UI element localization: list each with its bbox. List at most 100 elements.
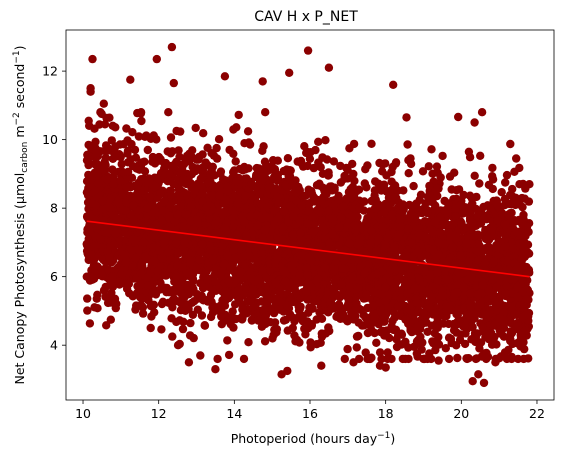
data-point <box>307 187 316 196</box>
data-point <box>500 194 510 204</box>
data-point <box>502 354 512 364</box>
data-point <box>403 224 413 234</box>
data-point <box>206 312 216 322</box>
data-point <box>375 348 385 357</box>
data-point <box>260 337 270 346</box>
data-point <box>175 285 184 294</box>
data-point <box>192 290 202 299</box>
data-point <box>331 275 340 284</box>
data-point <box>176 127 185 136</box>
data-point <box>439 319 448 328</box>
data-point <box>115 140 125 149</box>
data-point <box>297 201 306 210</box>
data-point <box>122 124 131 133</box>
data-point <box>154 152 164 162</box>
data-point <box>85 319 95 328</box>
data-point <box>239 354 249 364</box>
data-point <box>214 135 224 144</box>
data-point <box>160 159 169 168</box>
data-point <box>337 279 346 289</box>
data-point <box>361 348 370 357</box>
data-point <box>315 179 324 188</box>
data-point <box>434 332 443 342</box>
data-point <box>199 129 208 138</box>
data-point <box>449 326 459 335</box>
data-point <box>441 344 450 353</box>
data-point <box>475 344 484 353</box>
data-point <box>488 163 497 173</box>
data-point <box>378 160 387 169</box>
data-point <box>470 171 479 180</box>
data-point <box>283 154 293 163</box>
data-point <box>447 338 456 348</box>
data-point <box>275 288 285 297</box>
data-point <box>352 343 361 352</box>
data-point <box>362 218 371 227</box>
data-point <box>201 158 210 167</box>
data-point <box>454 185 464 194</box>
data-points <box>82 108 534 364</box>
data-point <box>247 204 256 213</box>
data-point <box>213 354 222 364</box>
data-point <box>122 182 131 191</box>
data-point <box>464 354 473 363</box>
data-point <box>372 246 381 256</box>
data-point <box>304 200 314 209</box>
data-point <box>220 301 230 310</box>
data-point <box>465 153 475 162</box>
data-point <box>281 315 291 324</box>
data-point <box>378 326 388 336</box>
data-point <box>502 170 512 180</box>
data-point <box>451 211 460 220</box>
data-point <box>138 309 148 318</box>
data-point <box>254 220 263 230</box>
data-point <box>329 157 339 166</box>
data-point <box>305 154 315 163</box>
data-point <box>208 162 217 171</box>
data-point <box>477 352 486 361</box>
data-point <box>223 336 232 345</box>
data-point <box>314 137 323 146</box>
data-point <box>506 335 515 344</box>
data-point <box>150 159 160 168</box>
data-point <box>387 167 396 177</box>
data-point <box>383 348 392 357</box>
data-point <box>234 110 243 120</box>
data-point <box>345 144 354 153</box>
data-point <box>146 323 155 333</box>
data-point <box>286 166 295 175</box>
data-point <box>195 255 204 264</box>
data-point <box>83 306 92 315</box>
data-point <box>484 180 494 190</box>
data-point <box>343 344 352 354</box>
data-point <box>212 154 222 163</box>
data-point <box>227 312 237 322</box>
data-point <box>269 330 278 340</box>
data-point <box>458 209 467 218</box>
data-point <box>268 156 278 165</box>
data-point <box>117 159 126 169</box>
data-point <box>198 189 207 198</box>
data-point <box>427 145 436 154</box>
data-point <box>89 255 99 264</box>
data-point <box>97 109 106 119</box>
data-point <box>330 206 339 215</box>
data-point <box>405 200 414 210</box>
data-point <box>92 294 102 303</box>
data-point <box>339 202 348 211</box>
data-point <box>111 123 120 132</box>
data-point <box>422 318 431 327</box>
data-point <box>243 127 253 136</box>
data-point <box>316 163 325 172</box>
data-point <box>168 332 177 341</box>
data-point <box>508 184 517 194</box>
data-point <box>261 313 270 322</box>
data-point <box>198 295 208 304</box>
data-point <box>191 123 200 133</box>
data-point <box>377 354 386 364</box>
data-point <box>92 145 101 155</box>
data-point <box>149 300 159 309</box>
data-point <box>179 159 189 169</box>
data-point <box>488 172 497 181</box>
data-point <box>172 317 181 327</box>
